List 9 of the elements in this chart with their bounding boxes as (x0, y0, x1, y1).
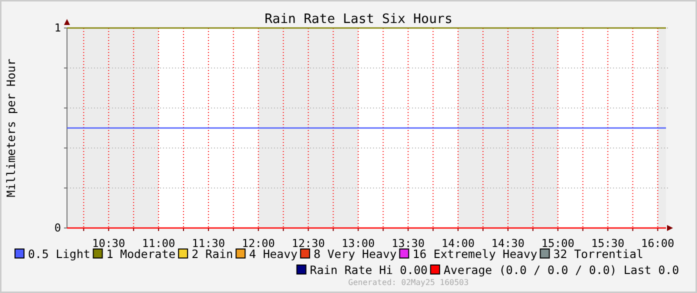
legend-label: 0.5 Light (28, 247, 90, 261)
legend-label: Rain Rate Hi 0.00 (310, 263, 428, 277)
y-tick-label: 0 (54, 222, 61, 235)
y-axis-title: Millimeters per Hour (4, 58, 18, 198)
chart-title: Rain Rate Last Six Hours (264, 12, 452, 27)
x-tick-label: 16:00 (641, 237, 674, 250)
y-tick-label: 1 (54, 22, 61, 35)
text: Generated: 02May25 160503 (348, 278, 469, 287)
legend-label: Average (0.0 / 0.0 / 0.0) Last 0.0 (444, 263, 680, 277)
